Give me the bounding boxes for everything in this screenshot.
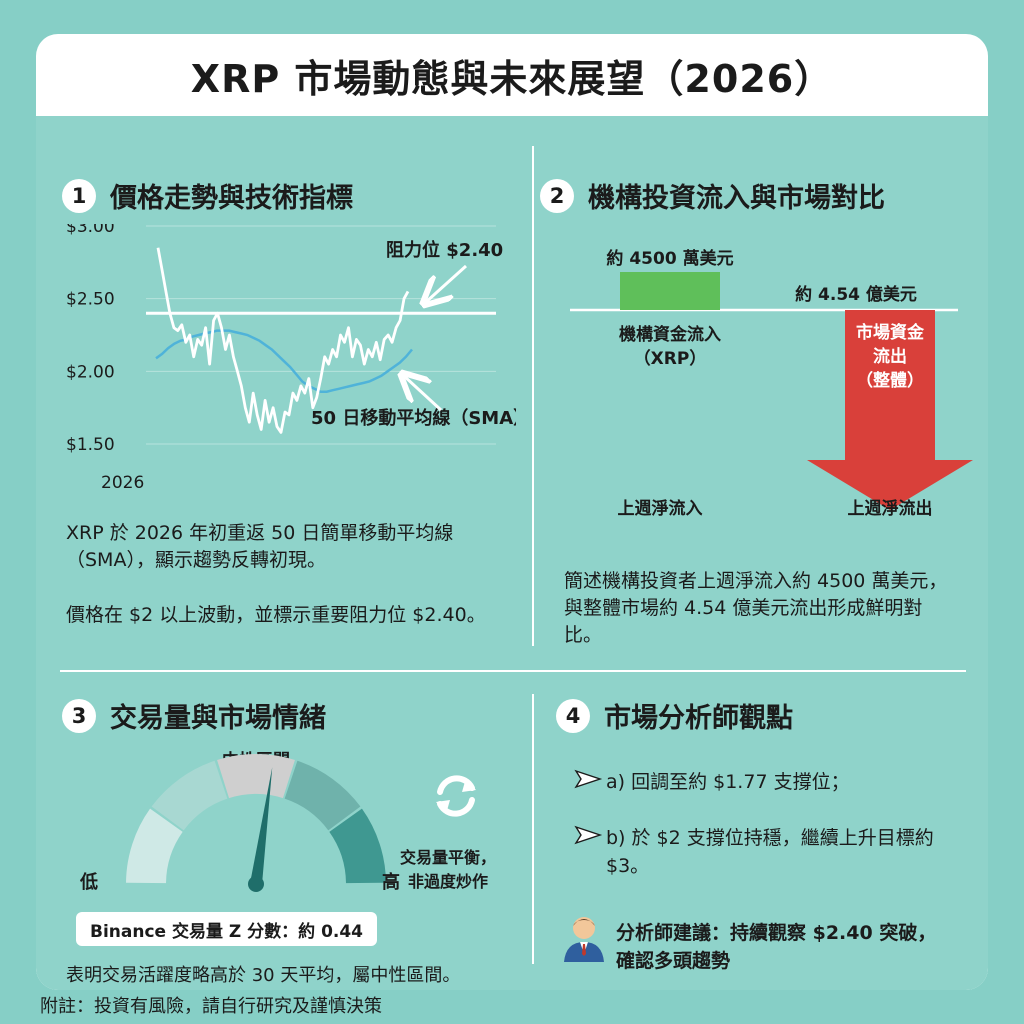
analyst-bullet-b: b) 於 $2 支撐位持穩，繼續上升目標約 $3。 xyxy=(570,824,960,880)
outflow-label-line-2: 流出 xyxy=(873,346,907,367)
title-bar: XRP 市場動態與未來展望（2026） xyxy=(36,34,988,116)
panel-1-header: 1 價格走勢與技術指標 xyxy=(62,176,353,215)
panel-institutional-flow: 2 機構投資流入與市場對比 xyxy=(540,176,980,656)
analyst-bullet-a: a) 回調至約 $1.77 支撐位； xyxy=(570,768,960,796)
gauge-high-label: 高 xyxy=(382,871,400,893)
analyst-advice-line-1: 分析師建議：持續觀察 $2.40 突破， xyxy=(616,922,937,944)
paper-plane-icon xyxy=(574,769,603,789)
panel-price-trend: 1 價格走勢與技術指標 xyxy=(62,176,522,656)
resistance-arrow xyxy=(426,264,468,302)
panel-1-paragraph-1: XRP 於 2026 年初重返 50 日簡單移動平均線（SMA），顯示趨勢反轉初… xyxy=(66,522,454,571)
y-tick-label: $2.50 xyxy=(66,290,115,310)
price-line xyxy=(156,247,410,434)
vertical-divider-top xyxy=(532,146,534,646)
gauge-segment xyxy=(284,760,361,831)
vertical-divider-bottom xyxy=(532,694,534,964)
panel-2-paragraph: 簡述機構投資者上週淨流入約 4500 萬美元，與整體市場約 4.54 億美元流出… xyxy=(564,570,948,646)
balance-line-2: 非過度炒作 xyxy=(408,872,489,891)
inflow-value-label: 約 4500 萬美元 xyxy=(606,248,733,269)
sma-label: 50 日移動平均線（SMA） xyxy=(311,407,516,429)
panel-4-heading: 市場分析師觀點 xyxy=(604,703,793,734)
panel-1-paragraph-2: 價格在 $2 以上波動，並標示重要阻力位 $2.40。 xyxy=(66,604,486,626)
sma-arrow xyxy=(404,376,443,412)
inflow-bar xyxy=(620,272,720,310)
outflow-label-line-3: （整體） xyxy=(856,370,924,391)
horizontal-divider xyxy=(60,670,966,672)
panel-3-number: 3 xyxy=(62,698,96,733)
infographic-card: XRP 市場動態與未來展望（2026） 1 價格走勢與技術指標 $3.00 $2.… xyxy=(36,34,988,990)
outflow-arrow xyxy=(807,310,973,510)
price-chart: $3.00 $2.50 $2.00 $1.50 2026 阻力位 $2.40 50 日… xyxy=(66,224,516,493)
analyst-avatar-icon xyxy=(564,917,604,962)
panel-analyst-view: 4 市場分析師觀點 xyxy=(556,696,976,976)
panel-volume-sentiment: 3 交易量與市場情緒 xyxy=(62,696,522,976)
analyst-bullet-b-text: b) 於 $2 支撐位持穩，繼續上升目標約 $3。 xyxy=(606,827,934,877)
balance-line-1: 交易量平衡， xyxy=(400,848,497,867)
gauge-low-label: 低 xyxy=(80,871,98,893)
y-tick-label: $1.50 xyxy=(66,435,115,455)
zscore-label: Binance 交易量 Z 分數：約 0.44 xyxy=(90,921,364,942)
flow-chart: 約 4500 萬美元 約 4.54 億美元 機構資金流入 （XRP） 市場資金 … xyxy=(570,248,973,519)
panel-1-heading: 價格走勢與技術指標 xyxy=(110,183,353,214)
gauge-segment xyxy=(126,808,183,884)
panel-2-heading: 機構投資流入與市場對比 xyxy=(588,183,885,214)
gauge-segment xyxy=(217,754,295,799)
analyst-advice-line-2: 確認多頭趨勢 xyxy=(616,950,731,972)
outflow-caption: 上週淨流出 xyxy=(848,498,933,519)
panel-1-number: 1 xyxy=(62,178,96,213)
panel-2-number: 2 xyxy=(540,178,574,213)
gauge-pivot xyxy=(248,876,264,892)
inflow-caption: 上週淨流入 xyxy=(618,498,703,519)
zscore-box: Binance 交易量 Z 分數：約 0.44 xyxy=(76,912,378,946)
footnote: 附註：投資有風險，請自行研究及謹慎決策 xyxy=(40,996,382,1017)
outflow-value-label: 約 4.54 億美元 xyxy=(795,284,917,305)
panel-3-paragraph: 表明交易活躍度略高於 30 天平均，屬中性區間。 xyxy=(66,965,461,986)
content-area: 1 價格走勢與技術指標 $3.00 $2.50 $2.00 $1.50 2026 阻力… xyxy=(36,116,988,990)
panel-4-header: 4 市場分析師觀點 xyxy=(556,696,793,735)
y-tick-label: $3.00 xyxy=(66,224,115,237)
resistance-label: 阻力位 $2.40 xyxy=(386,239,503,261)
panel-4-number: 4 xyxy=(556,698,590,733)
chart-x-tick-2026: 2026 xyxy=(101,473,144,493)
paper-plane-icon xyxy=(574,825,603,845)
inflow-label-line-1: 機構資金流入 xyxy=(619,324,721,345)
panel-3-header: 3 交易量與市場情緒 xyxy=(62,696,326,735)
analyst-bullet-a-text: a) 回調至約 $1.77 支撐位； xyxy=(606,771,850,793)
sentiment-gauge: 中性區間 低 高 xyxy=(80,750,400,893)
y-tick-label: $2.00 xyxy=(66,362,115,382)
gauge-segment xyxy=(329,808,386,884)
chart-y-ticks: $3.00 $2.50 $2.00 $1.50 xyxy=(66,224,115,455)
panel-3-heading: 交易量與市場情緒 xyxy=(110,703,326,734)
refresh-icon xyxy=(436,775,476,817)
gauge-segments xyxy=(126,754,386,884)
outflow-label-line-1: 市場資金 xyxy=(856,322,925,343)
panel-2-header: 2 機構投資流入與市場對比 xyxy=(540,176,885,215)
sma-line xyxy=(155,329,413,393)
page-title: XRP 市場動態與未來展望（2026） xyxy=(190,56,834,101)
gauge-segment xyxy=(151,760,228,831)
inflow-label-line-2: （XRP） xyxy=(634,348,707,369)
gauge-needle xyxy=(250,767,273,885)
